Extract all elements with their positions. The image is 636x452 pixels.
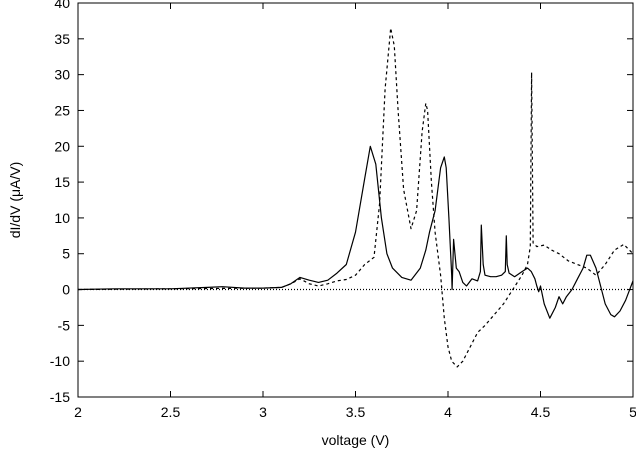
- x-tick-label: 3: [259, 404, 267, 420]
- y-tick-label: 0: [62, 282, 70, 298]
- y-tick-label: 25: [54, 102, 70, 118]
- series-line-dashed: [77, 27, 634, 368]
- y-tick-label: -5: [58, 317, 71, 333]
- y-tick-label: 20: [54, 138, 70, 154]
- x-tick-label: 3.5: [346, 404, 366, 420]
- x-tick-label: 4: [444, 404, 452, 420]
- y-tick-label: -15: [50, 389, 70, 405]
- x-tick-label: 2: [74, 404, 82, 420]
- y-tick-label: 35: [54, 31, 70, 47]
- y-tick-label: 30: [54, 67, 70, 83]
- x-tick-label: 4.5: [531, 404, 551, 420]
- y-axis-label: dI/dV (μA/V): [7, 162, 23, 239]
- x-axis-label: voltage (V): [322, 432, 390, 448]
- series-line-solid: [77, 145, 634, 319]
- ticks: 2 2.5 3 3.5 4 4.5 5 -15 -10 -5 0 5 10 15 20 25 30 35 40: [50, 0, 636, 420]
- y-tick-label: 5: [62, 246, 70, 262]
- plot-frame: [77, 2, 634, 398]
- y-tick-label: 10: [54, 210, 70, 226]
- x-tick-label: 5: [629, 404, 636, 420]
- y-tick-label: 15: [54, 174, 70, 190]
- plot-lines: [77, 27, 634, 368]
- y-tick-label: 40: [54, 0, 70, 11]
- y-tick-label: -10: [50, 353, 70, 369]
- x-tick-label: 2.5: [161, 404, 181, 420]
